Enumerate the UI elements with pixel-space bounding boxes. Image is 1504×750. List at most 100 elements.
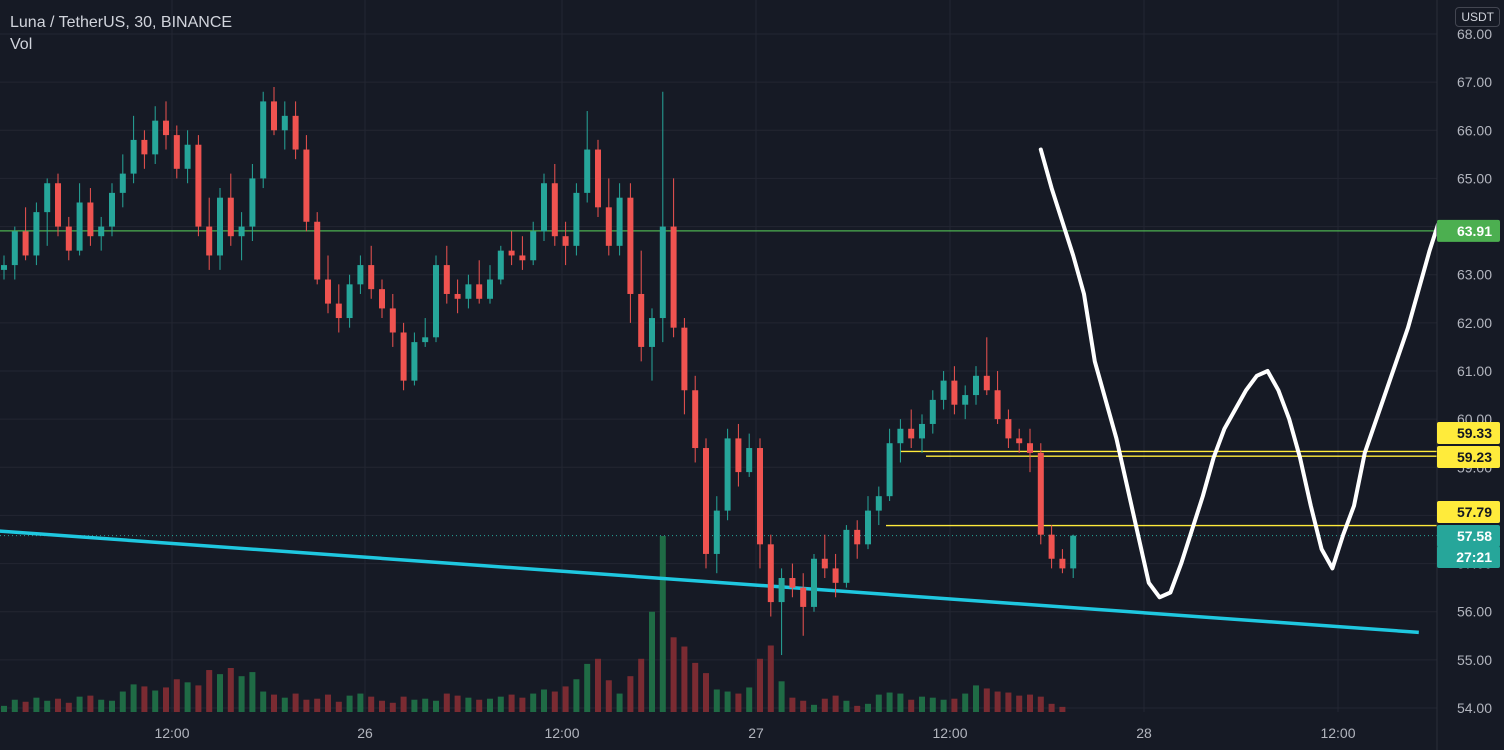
candle-body — [184, 144, 191, 169]
candle-body — [76, 202, 83, 251]
candle-body — [821, 558, 828, 569]
volume-indicator-label[interactable]: Vol — [10, 36, 33, 53]
price-tick-label: 56.00 — [1457, 604, 1492, 620]
candle-body — [55, 183, 61, 227]
candle-body — [962, 395, 969, 405]
volume-bar — [962, 693, 969, 712]
time-tick-label: 12:00 — [154, 725, 189, 741]
volume-bar — [217, 674, 223, 712]
volume-bar — [767, 645, 774, 712]
price-label: 27:21 — [1456, 549, 1492, 565]
candle-body — [65, 226, 72, 251]
support-trendline[interactable] — [0, 522, 1419, 635]
volume-bar — [195, 685, 202, 712]
candle-body — [346, 284, 353, 319]
projection-drawing[interactable] — [1038, 53, 1504, 600]
volume-bar — [303, 699, 310, 712]
candle-body — [217, 197, 223, 256]
time-tick-label: 27 — [748, 725, 764, 741]
volume-bar — [973, 685, 979, 712]
candle-body — [1048, 534, 1055, 559]
candle-body — [1005, 419, 1012, 439]
volume-bar — [908, 699, 915, 712]
candle-body — [551, 183, 558, 237]
price-tick-label: 61.00 — [1457, 363, 1492, 379]
price-tick-label: 55.00 — [1457, 652, 1492, 668]
price-label: 59.33 — [1457, 425, 1492, 441]
volume-bar — [530, 693, 537, 712]
candle-body — [476, 284, 483, 299]
volume-bars — [1, 536, 1066, 712]
price-tick-label: 63.00 — [1457, 267, 1492, 283]
volume-bar — [119, 691, 126, 712]
trendline[interactable] — [0, 522, 1419, 635]
volume-bar — [692, 662, 699, 712]
price-label-box — [1437, 219, 1500, 242]
volume-bar — [562, 686, 569, 712]
projection-path[interactable] — [1038, 53, 1504, 600]
volume-bar — [983, 688, 990, 712]
candle-body — [119, 173, 126, 193]
price-tick-label: 68.00 — [1457, 26, 1492, 42]
candle-body — [22, 231, 29, 256]
volume-bar — [1059, 706, 1066, 712]
candle-body — [865, 510, 871, 545]
candle-body — [746, 448, 753, 473]
time-tick-label: 12:00 — [544, 725, 579, 741]
volume-bar — [1048, 703, 1055, 712]
volume-bar — [789, 697, 796, 712]
candle-body — [605, 207, 612, 246]
volume-bar — [271, 694, 277, 712]
volume-bar — [929, 697, 936, 712]
volume-bar — [713, 689, 720, 712]
price-tick-label: 54.00 — [1457, 700, 1492, 716]
time-tick-label: 12:00 — [932, 725, 967, 741]
candle-body — [173, 135, 180, 169]
volume-bar — [314, 698, 321, 712]
candle-body — [703, 448, 709, 554]
volume-bar — [400, 696, 407, 712]
candle-body — [994, 390, 1001, 420]
volume-bar — [130, 684, 137, 712]
candle-body — [422, 337, 429, 343]
volume-bar — [854, 705, 861, 712]
candle-body — [832, 568, 839, 583]
candle-body — [465, 284, 472, 299]
volume-bar — [44, 700, 51, 712]
volume-bar — [443, 693, 450, 712]
volume-bar — [476, 699, 483, 712]
candle-body — [411, 342, 418, 381]
volume-bar — [109, 700, 115, 712]
volume-bar — [281, 697, 288, 712]
symbol-title[interactable]: Luna / TetherUS, 30, BINANCE — [10, 14, 233, 31]
volume-bar — [98, 699, 105, 712]
candle-body — [11, 231, 18, 266]
price-axis-panel[interactable] — [1437, 0, 1504, 750]
price-label: 63.91 — [1457, 223, 1492, 239]
candle-body — [44, 183, 51, 213]
candle-body — [454, 293, 461, 299]
volume-bar — [346, 695, 353, 712]
volume-bar — [433, 700, 439, 712]
volume-bar — [357, 693, 364, 712]
volume-bar — [551, 691, 558, 712]
candle-body — [681, 327, 688, 391]
candle-body — [670, 226, 677, 328]
candle-body — [368, 265, 375, 290]
candle-body — [109, 192, 115, 227]
candle-body — [541, 183, 547, 232]
candle-body — [325, 279, 331, 304]
candle-body — [1037, 452, 1044, 535]
candle-body — [811, 558, 817, 607]
currency-badge[interactable]: USDT — [1455, 7, 1500, 27]
price-labels: 63.91 59.33 59.23 57.79 57.58 27:21 — [1437, 219, 1500, 568]
candle-body — [649, 318, 655, 347]
price-tick-label: 62.00 — [1457, 315, 1492, 331]
volume-bar — [1037, 696, 1044, 712]
volume-bar — [249, 672, 256, 712]
volume-bar — [1, 705, 7, 712]
candle-body — [1059, 558, 1066, 569]
candle-body — [735, 438, 742, 473]
price-label: 57.58 — [1457, 528, 1492, 544]
